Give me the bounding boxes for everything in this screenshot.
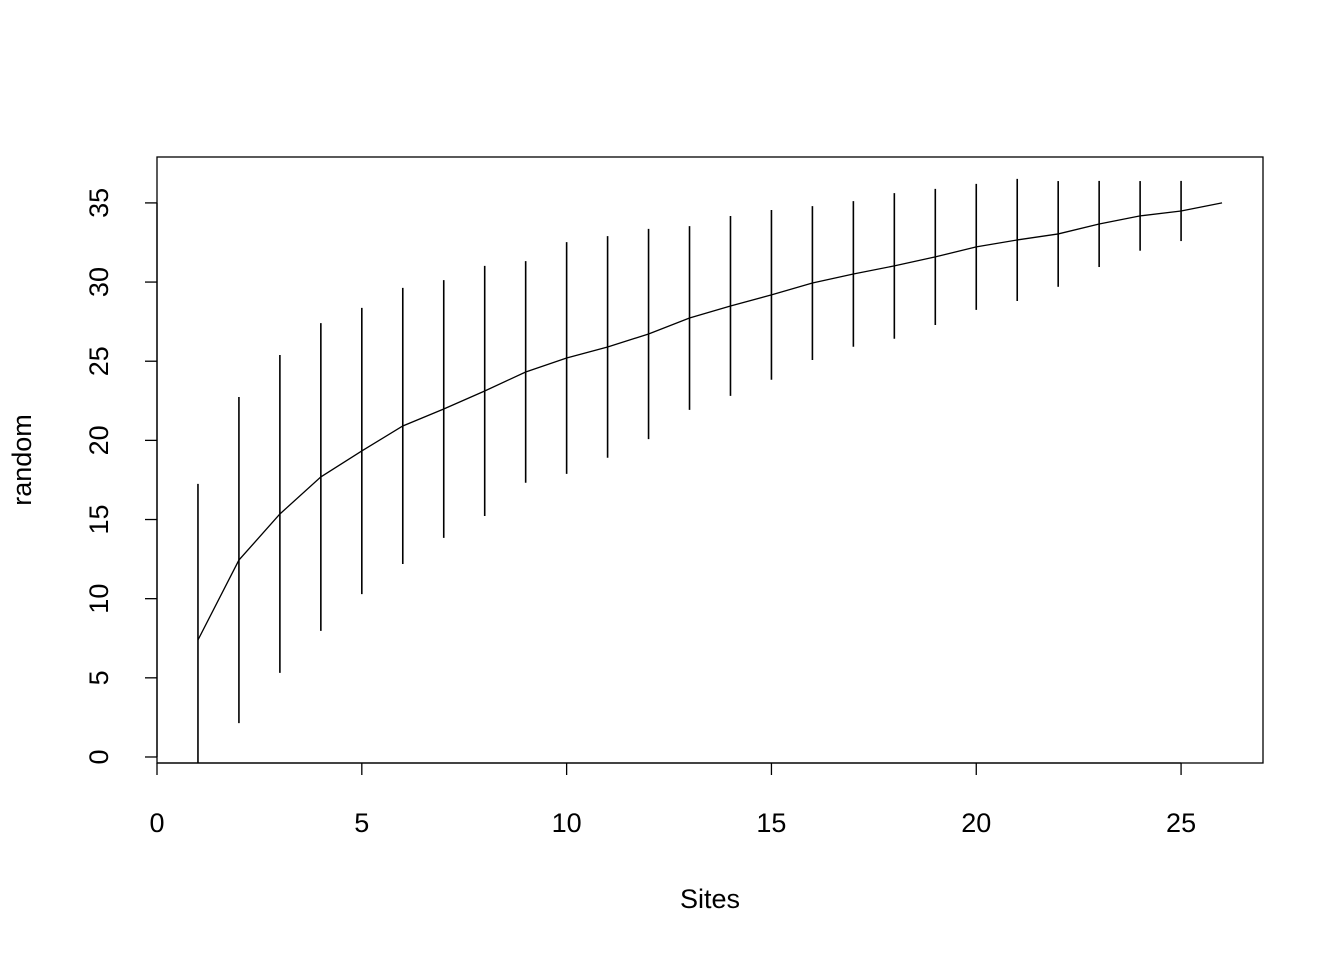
plot-frame bbox=[156, 156, 1264, 764]
y-tick-label: 20 bbox=[84, 425, 114, 455]
x-tick-label: 10 bbox=[552, 808, 582, 838]
y-tick-label: 0 bbox=[84, 749, 114, 764]
y-tick-label: 30 bbox=[84, 267, 114, 297]
plot-area bbox=[197, 178, 1223, 763]
line bbox=[197, 202, 1223, 641]
x-tick-label: 20 bbox=[961, 808, 991, 838]
y-tick-label: 15 bbox=[84, 505, 114, 535]
x-tick-label: 15 bbox=[756, 808, 786, 838]
x-tick-label: 25 bbox=[1166, 808, 1196, 838]
y-tick-label: 5 bbox=[84, 670, 114, 685]
y-tick-label: 10 bbox=[84, 584, 114, 614]
x-axis-label: Sites bbox=[680, 884, 740, 914]
x-tick-label: 0 bbox=[149, 808, 164, 838]
y-tick-label: 25 bbox=[84, 346, 114, 376]
x-tick-label: 5 bbox=[354, 808, 369, 838]
y-axis-label: random bbox=[7, 414, 37, 506]
y-tick-label: 35 bbox=[84, 188, 114, 218]
